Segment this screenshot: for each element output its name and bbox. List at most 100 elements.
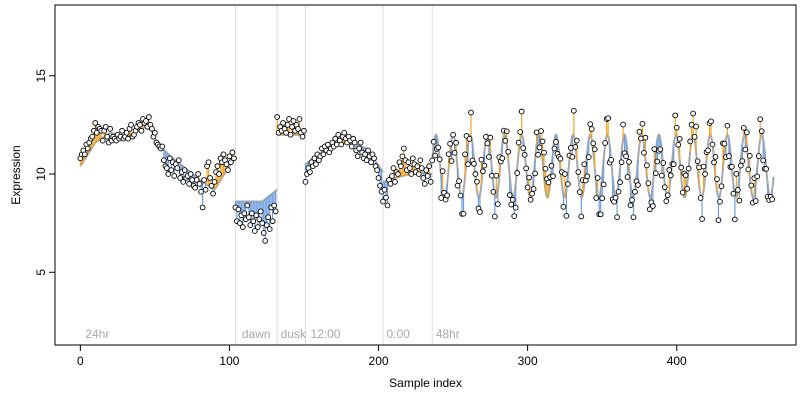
- data-point-458: [760, 157, 767, 164]
- data-point-395: [666, 167, 673, 173]
- data-point-41: [138, 127, 145, 134]
- data-point-387: [654, 158, 661, 165]
- data-point-248: [447, 140, 453, 147]
- data-point-77: [192, 184, 198, 191]
- data-point-356: [608, 157, 614, 163]
- data-point-67: [177, 175, 184, 181]
- data-point-20: [107, 125, 114, 132]
- data-point-277: [490, 189, 497, 195]
- data-point-93: [216, 171, 222, 177]
- x-tick-label-0: 0: [77, 354, 84, 368]
- data-point-119: [254, 224, 261, 230]
- data-point-86: [205, 159, 212, 166]
- data-point-234: [426, 163, 433, 170]
- phase-labels: 24hr dawn dusk 12:00 0:00 48hr: [85, 327, 459, 341]
- data-point-203: [380, 198, 386, 205]
- data-point-101: [228, 159, 234, 166]
- data-point-226: [414, 163, 421, 170]
- data-point-271: [481, 162, 488, 169]
- data-point-90: [211, 179, 218, 185]
- data-point-446: [742, 146, 749, 153]
- data-point-280: [494, 201, 501, 207]
- data-point-215: [398, 163, 404, 170]
- data-point-221: [406, 165, 413, 171]
- data-point-432: [721, 140, 728, 147]
- points-layer: [77, 107, 775, 244]
- data-point-131: [272, 208, 279, 215]
- data-point-394: [664, 192, 671, 199]
- data-point-252: [453, 139, 459, 146]
- data-point-146: [295, 125, 301, 132]
- data-point-310: [539, 138, 546, 145]
- x-axis: 0 100 200 300 400: [77, 344, 687, 368]
- data-point-232: [423, 167, 430, 173]
- data-point-421: [705, 147, 711, 154]
- data-point-262: [468, 109, 474, 116]
- data-point-393: [663, 198, 670, 204]
- data-point-438: [730, 190, 737, 197]
- data-point-404: [679, 189, 686, 196]
- data-point-123: [260, 230, 267, 236]
- data-point-163: [320, 151, 327, 158]
- data-point-386: [653, 170, 659, 177]
- data-point-429: [717, 198, 723, 205]
- data-point-316: [548, 162, 555, 169]
- data-point-188: [357, 139, 364, 146]
- data-point-18: [104, 133, 111, 140]
- y-axis: 5 10 15: [34, 69, 56, 276]
- data-point-184: [351, 139, 358, 146]
- data-point-354: [605, 115, 611, 122]
- data-point-251: [451, 149, 458, 156]
- data-point-79: [195, 171, 201, 177]
- data-point-110: [241, 210, 248, 217]
- data-point-296: [518, 108, 525, 115]
- data-point-182: [348, 143, 355, 150]
- data-point-294: [515, 139, 522, 146]
- data-point-379: [642, 134, 649, 141]
- data-point-249: [448, 158, 455, 164]
- data-point-44: [143, 118, 149, 124]
- data-point-136: [280, 120, 286, 126]
- data-point-417: [699, 216, 705, 222]
- data-point-116: [250, 218, 257, 225]
- y-tick-label-0: 5: [34, 269, 48, 276]
- data-point-266: [474, 178, 480, 185]
- data-point-70: [181, 167, 188, 173]
- data-point-65: [174, 165, 181, 171]
- data-point-99: [225, 167, 231, 173]
- data-point-362: [617, 179, 623, 186]
- data-point-391: [660, 160, 667, 166]
- data-point-464: [769, 196, 775, 203]
- data-point-416: [697, 195, 704, 201]
- data-point-301: [526, 174, 532, 181]
- data-point-166: [324, 141, 331, 148]
- data-point-175: [338, 141, 345, 148]
- data-point-264: [471, 160, 477, 167]
- data-point-329: [568, 145, 574, 151]
- data-point-441: [735, 187, 741, 193]
- data-point-344: [590, 140, 597, 147]
- data-point-195: [368, 159, 374, 166]
- data-point-87: [207, 175, 213, 181]
- data-point-233: [424, 173, 431, 179]
- data-point-127: [266, 226, 273, 232]
- data-point-434: [724, 122, 731, 129]
- data-point-273: [484, 140, 491, 147]
- data-point-142: [289, 123, 295, 130]
- data-point-115: [248, 210, 255, 217]
- data-point-260: [465, 161, 471, 168]
- data-point-408: [685, 165, 692, 172]
- data-point-375: [636, 128, 643, 135]
- data-point-291: [511, 213, 518, 219]
- data-point-335: [576, 189, 583, 195]
- data-point-73: [186, 180, 193, 187]
- data-point-376: [638, 135, 644, 142]
- data-point-274: [486, 154, 492, 160]
- data-point-435: [726, 153, 732, 159]
- data-point-308: [536, 144, 543, 151]
- data-point-450: [748, 182, 755, 189]
- data-point-200: [375, 175, 382, 181]
- data-point-314: [545, 179, 552, 186]
- x-tick-label-1: 100: [219, 354, 239, 368]
- data-point-363: [618, 159, 625, 166]
